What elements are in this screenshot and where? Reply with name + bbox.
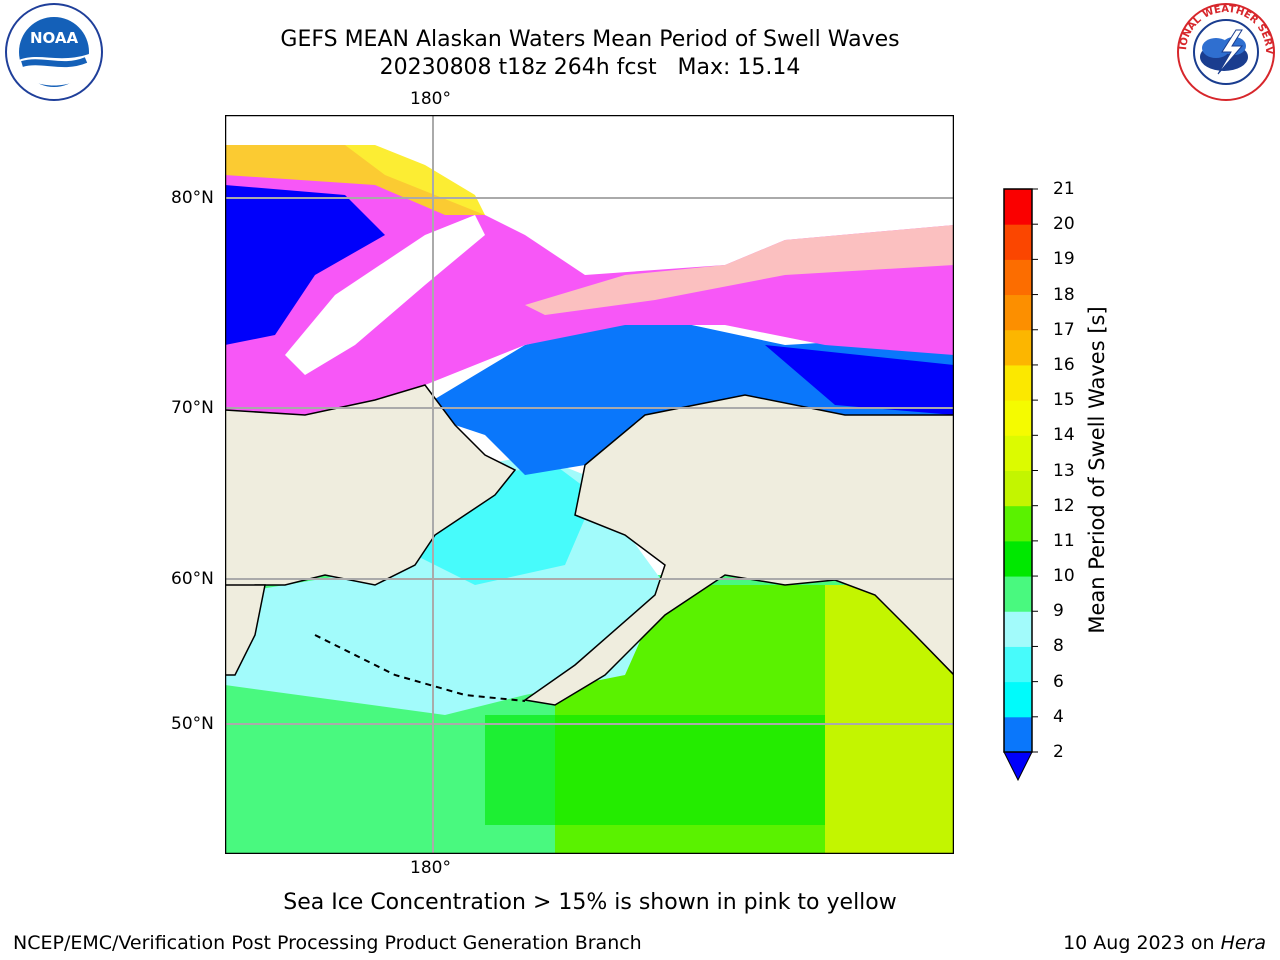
footer-date: 10 Aug 2023 on [1063, 932, 1221, 954]
colorbar-tick-label: 15 [1053, 390, 1075, 411]
map-frame [225, 115, 954, 854]
colorbar-tick-label: 21 [1053, 179, 1075, 199]
colorbar-tick-label: 10 [1053, 566, 1075, 587]
colorbar-tick-label: 18 [1053, 284, 1075, 305]
colorbar-segment [1004, 646, 1032, 683]
land-kamchatka [225, 584, 266, 676]
title-line-2: 20230808 t18z 264h fcst Max: 15.14 [379, 55, 801, 80]
colorbar-segment [1004, 716, 1032, 753]
colorbar-segment [1004, 400, 1032, 436]
colorbar-segment [1004, 329, 1032, 366]
lat-label-70: 70°N [171, 398, 214, 418]
colorbar-tick-label: 13 [1053, 460, 1075, 481]
colorbar-segment [1004, 294, 1032, 331]
colorbar-tick-label: 20 [1053, 214, 1075, 235]
lon-label-bottom: 180° [410, 858, 451, 878]
colorbar-segment [1004, 259, 1032, 296]
lat-label-60: 60°N [171, 569, 214, 589]
colorbar-segment [1004, 470, 1032, 507]
colorbar-title: Mean Period of Swell Waves [s] [1085, 306, 1109, 634]
colorbar-tick-label: 16 [1053, 354, 1075, 375]
sea-ice-blue [225, 185, 385, 345]
colorbar-segment [1004, 224, 1032, 260]
colorbar-tick-label: 9 [1053, 601, 1064, 622]
colorbar-segment [1004, 540, 1032, 577]
colorbar-tick-label: 19 [1053, 249, 1075, 270]
colorbar-segment [1004, 681, 1032, 718]
colorbar-tick-label: 11 [1053, 530, 1075, 551]
colorbar-segment [1004, 576, 1032, 612]
land-alaska [523, 394, 954, 706]
colorbar-tick-label: 6 [1053, 671, 1064, 692]
colorbar-tick-label: 12 [1053, 495, 1075, 516]
map-plot [225, 115, 954, 854]
colorbar-tick-label: 2 [1053, 742, 1064, 762]
colorbar-segment [1004, 505, 1032, 542]
land-siberia [225, 384, 517, 596]
colorbar-tick-label: 4 [1053, 706, 1064, 727]
colorbar-segment [1004, 435, 1032, 471]
colorbar-tick-label: 8 [1053, 636, 1064, 657]
colorbar-segment [1004, 189, 1032, 225]
nws-logo-icon: NATIONAL WEATHER SERVICE [1176, 2, 1275, 101]
sea-ice-caption: Sea Ice Concentration > 15% is shown in … [283, 890, 897, 915]
footer-host: Hera [1220, 932, 1266, 954]
colorbar-segment [1004, 364, 1032, 401]
svg-text:NOAA: NOAA [30, 29, 79, 47]
colorbar-tick-label: 17 [1053, 319, 1075, 340]
noaa-logo-icon: NOAA [5, 3, 103, 101]
footer-left: NCEP/EMC/Verification Post Processing Pr… [13, 932, 642, 954]
colorbar-tick-label: 14 [1053, 425, 1075, 446]
sea-ice-band [225, 145, 954, 415]
aleutian-islands [314, 634, 526, 702]
lat-label-80: 80°N [171, 188, 214, 208]
lon-label-top: 180° [410, 89, 451, 109]
footer-right: 10 Aug 2023 on Hera [1063, 932, 1266, 954]
ocean-darkgreen [485, 715, 825, 825]
colorbar-extend-arrow [1003, 751, 1033, 782]
colorbar [1003, 188, 1038, 782]
colorbar-segment [1004, 611, 1032, 647]
lat-label-50: 50°N [171, 714, 214, 734]
open-water-white [285, 215, 485, 375]
title-line-1: GEFS MEAN Alaskan Waters Mean Period of … [280, 27, 900, 52]
sea-ice-edge-east [525, 225, 954, 315]
ocean-arctic-dark [765, 345, 954, 415]
